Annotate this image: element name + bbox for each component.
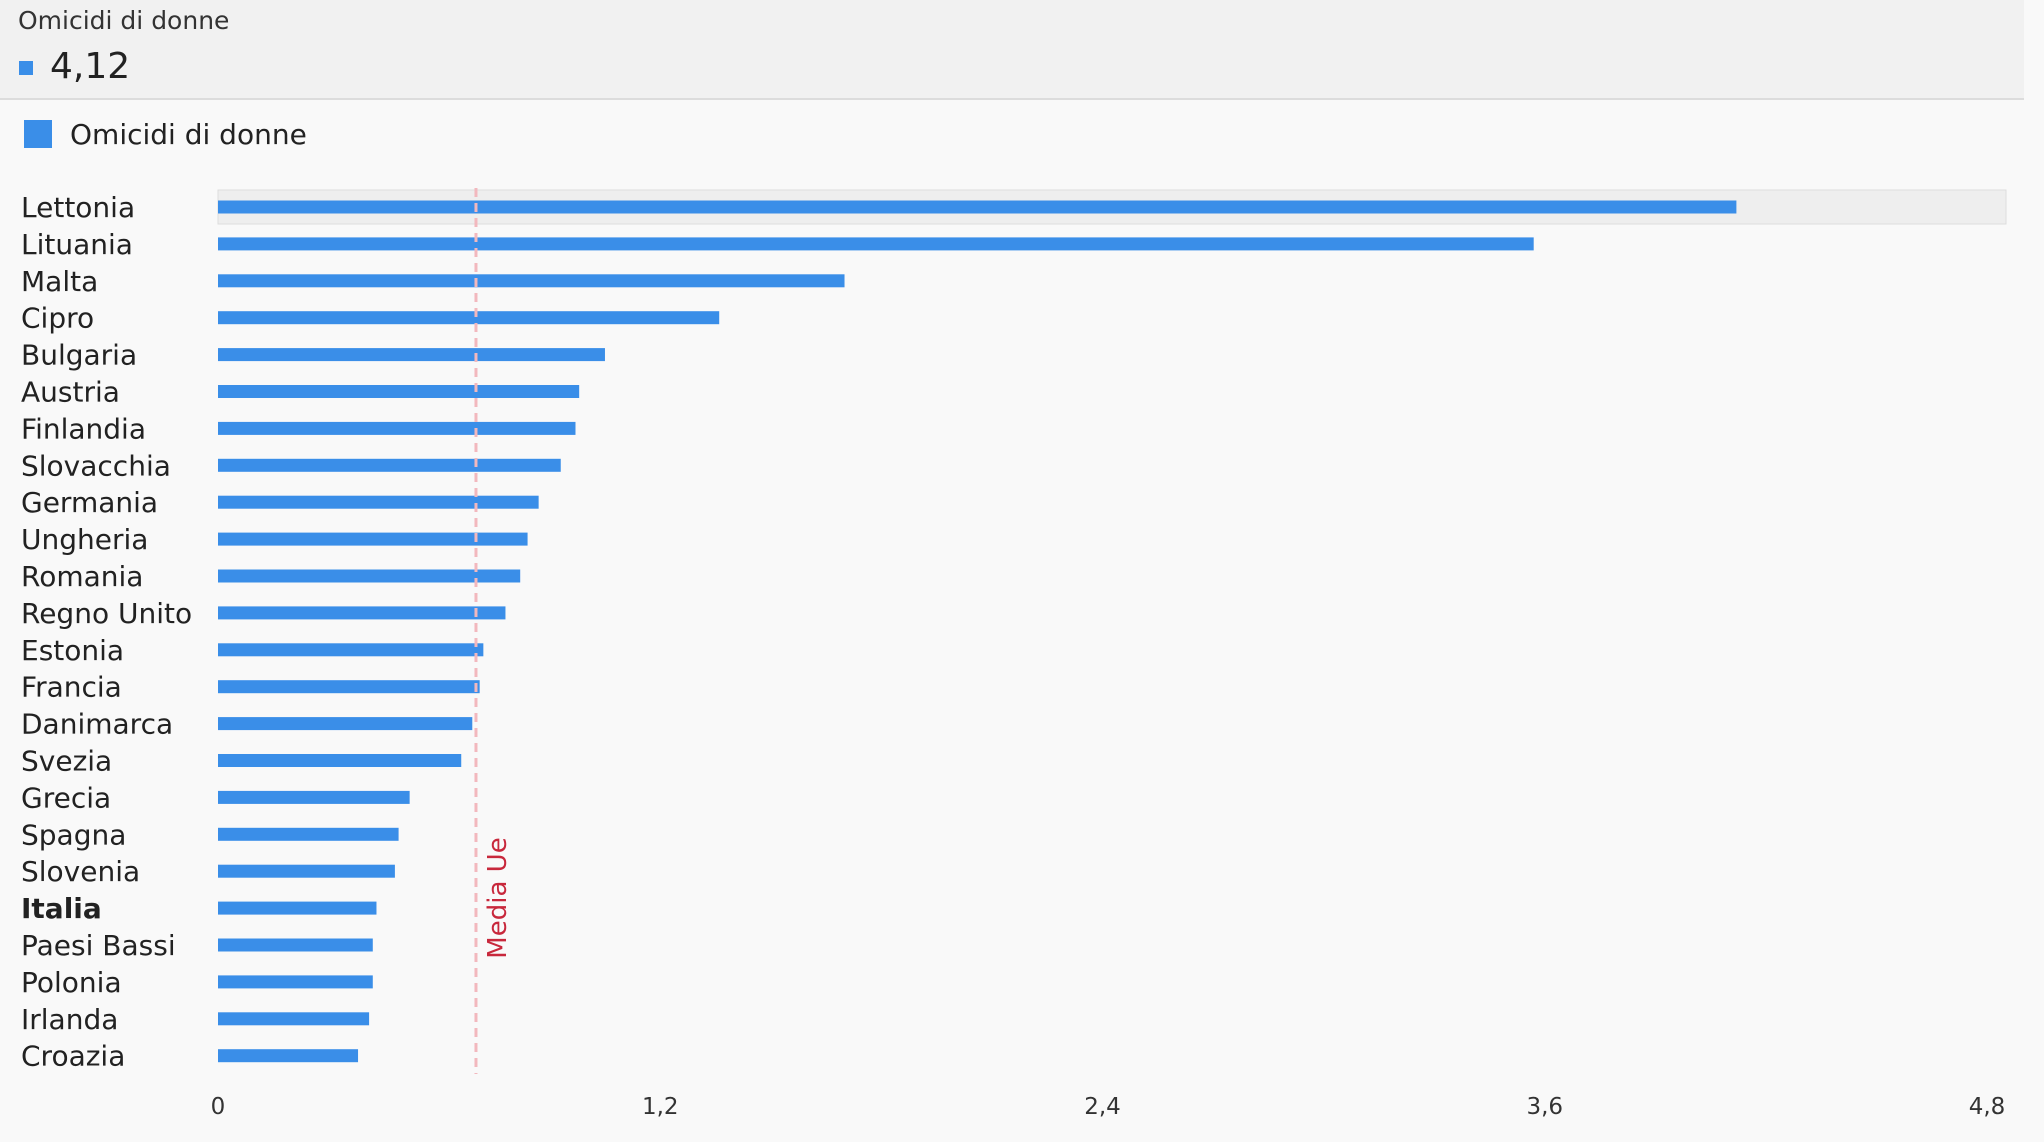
category-label: Francia — [21, 671, 122, 704]
category-label: Irlanda — [21, 1003, 118, 1036]
category-label: Croazia — [21, 1040, 125, 1073]
bar-italia[interactable] — [218, 901, 377, 915]
category-label: Danimarca — [21, 708, 173, 741]
category-label: Lettonia — [21, 191, 135, 224]
bar-malta[interactable] — [218, 274, 845, 288]
category-label: Regno Unito — [21, 597, 192, 630]
bar-germania[interactable] — [218, 495, 539, 509]
category-label: Spagna — [21, 818, 126, 851]
category-label: Lituania — [21, 228, 133, 261]
legend-label: Omicidi di donne — [70, 117, 307, 151]
bar-croazia[interactable] — [218, 1049, 359, 1063]
legend-swatch — [24, 120, 52, 148]
category-label: Polonia — [21, 966, 122, 999]
category-label: Slovacchia — [21, 449, 171, 482]
category-label: Ungheria — [21, 523, 148, 556]
bar-polonia[interactable] — [218, 975, 373, 989]
category-label: Cipro — [21, 302, 94, 335]
x-tick-label: 4,8 — [1969, 1094, 2006, 1120]
category-label: Svezia — [21, 745, 112, 778]
category-label: Finlandia — [21, 412, 146, 445]
x-tick-label: 1,2 — [642, 1094, 679, 1120]
bar-danimarca[interactable] — [218, 717, 473, 731]
bar-irlanda[interactable] — [218, 1012, 370, 1026]
category-label: Grecia — [21, 781, 111, 814]
legend-item[interactable]: Omicidi di donne — [24, 116, 307, 152]
category-label: Bulgaria — [21, 339, 137, 372]
category-label: Estonia — [21, 634, 124, 667]
bar-romania[interactable] — [218, 569, 521, 583]
tooltip-series-swatch — [19, 61, 33, 75]
tooltip-header: Omicidi di donne 4,12 — [0, 0, 2024, 100]
bar-ungheria[interactable] — [218, 532, 528, 546]
bar-francia[interactable] — [218, 680, 480, 694]
bar-paesi-bassi[interactable] — [218, 938, 373, 952]
x-tick-label: 2,4 — [1084, 1094, 1121, 1120]
category-label: Germania — [21, 486, 158, 519]
bar-finlandia[interactable] — [218, 421, 576, 435]
bar-lettonia[interactable] — [218, 200, 1737, 214]
bar-svezia[interactable] — [218, 754, 462, 767]
category-label: Romania — [21, 560, 143, 593]
category-label: Slovenia — [21, 855, 140, 888]
reference-line-label: Media Ue — [483, 837, 513, 958]
tooltip-title: Omicidi di donne — [18, 6, 230, 35]
tooltip-value: 4,12 — [50, 46, 131, 87]
bar-slovacchia[interactable] — [218, 458, 561, 472]
category-label: Italia — [21, 892, 102, 925]
bar-cipro[interactable] — [218, 311, 720, 325]
category-label: Paesi Bassi — [21, 929, 176, 962]
bar-estonia[interactable] — [218, 643, 484, 657]
bar-austria[interactable] — [218, 385, 580, 398]
category-label: Austria — [21, 376, 120, 409]
bar-grecia[interactable] — [218, 790, 410, 804]
x-tick-label: 3,6 — [1526, 1094, 1563, 1120]
bar-lituania[interactable] — [218, 237, 1534, 251]
bar-spagna[interactable] — [218, 827, 399, 841]
bar-bulgaria[interactable] — [218, 348, 605, 362]
category-label: Malta — [21, 265, 98, 298]
bar-regno-unito[interactable] — [218, 606, 506, 620]
x-tick-label: 0 — [211, 1094, 226, 1120]
bar-slovenia[interactable] — [218, 864, 395, 878]
